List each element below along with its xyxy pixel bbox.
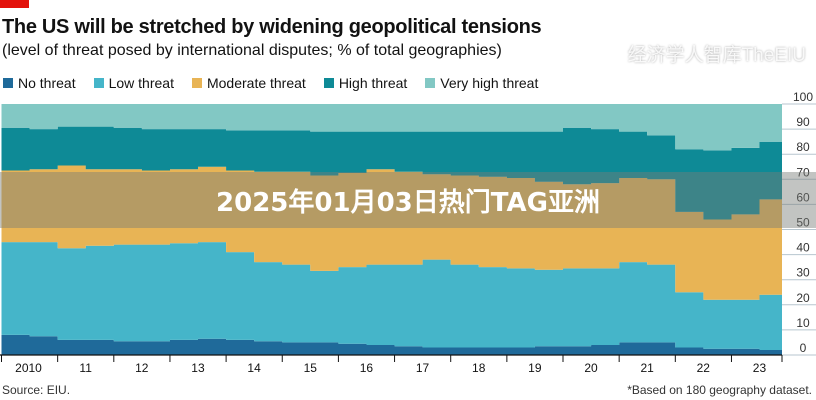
x-tick-label: 15 — [304, 361, 318, 375]
y-tick-label: 50 — [796, 216, 810, 230]
y-tick-label: 0 — [800, 341, 807, 355]
legend-label: Very high threat — [440, 75, 539, 91]
area-high-threat — [1, 126, 782, 220]
legend-swatch — [425, 78, 436, 88]
chart-subtitle: (level of threat posed by international … — [2, 42, 502, 59]
area-moderate-threat — [1, 165, 782, 300]
legend: No threat Low threat Moderate threat Hig… — [3, 75, 538, 91]
brand-red-tag — [0, 0, 29, 8]
legend-label: No threat — [18, 75, 76, 91]
x-tick-label: 17 — [416, 361, 430, 375]
legend-item-high-threat: High threat — [323, 75, 408, 91]
x-tick-label: 19 — [528, 361, 542, 375]
x-tick-label: 22 — [697, 361, 711, 375]
footnote: *Based on 180 geography dataset. — [627, 383, 812, 397]
y-tick-label: 70 — [796, 165, 810, 179]
x-tick-label: 18 — [472, 361, 486, 375]
legend-item-very-high-threat: Very high threat — [425, 75, 538, 91]
x-tick-label: 20 — [584, 361, 598, 375]
legend-label: Moderate threat — [206, 75, 306, 91]
legend-label: Low threat — [108, 75, 174, 91]
legend-item-moderate-threat: Moderate threat — [191, 75, 306, 91]
legend-label: High threat — [338, 75, 408, 91]
area-low-threat — [1, 242, 782, 350]
legend-item-no-threat: No threat — [3, 75, 76, 91]
y-tick-label: 30 — [796, 266, 810, 280]
x-tick-label: 2010 — [15, 361, 42, 375]
legend-swatch — [3, 78, 13, 88]
x-tick-label: 12 — [135, 361, 149, 375]
legend-swatch — [191, 78, 202, 88]
source-note: Source: EIU. — [2, 383, 71, 397]
legend-item-low-threat: Low threat — [93, 75, 174, 91]
y-tick-label: 40 — [796, 241, 810, 255]
x-tick-label: 13 — [191, 361, 205, 375]
chart-title: The US will be stretched by widening geo… — [2, 16, 542, 38]
x-tick-label: 14 — [247, 361, 261, 375]
x-tick-label: 16 — [360, 361, 374, 375]
y-tick-label: 90 — [796, 115, 810, 129]
y-tick-label: 20 — [796, 291, 810, 305]
x-tick-label: 21 — [640, 361, 654, 375]
x-tick-label: 23 — [753, 361, 767, 375]
y-tick-label: 100 — [793, 90, 813, 104]
y-tick-label: 80 — [796, 140, 810, 154]
area-very-high-threat — [1, 104, 782, 151]
legend-swatch — [93, 78, 104, 88]
y-tick-label: 60 — [796, 190, 810, 204]
overlay-banner: 2025年01月03日热门TAG亚洲 — [0, 172, 816, 228]
y-tick-label: 10 — [796, 316, 810, 330]
x-tick-label: 11 — [79, 361, 92, 375]
legend-swatch — [323, 78, 334, 88]
watermark: 经济学人智库TheEIU — [627, 45, 806, 66]
banner-text: 2025年01月03日热门TAG亚洲 — [216, 187, 600, 218]
area-no-threat — [1, 334, 782, 355]
